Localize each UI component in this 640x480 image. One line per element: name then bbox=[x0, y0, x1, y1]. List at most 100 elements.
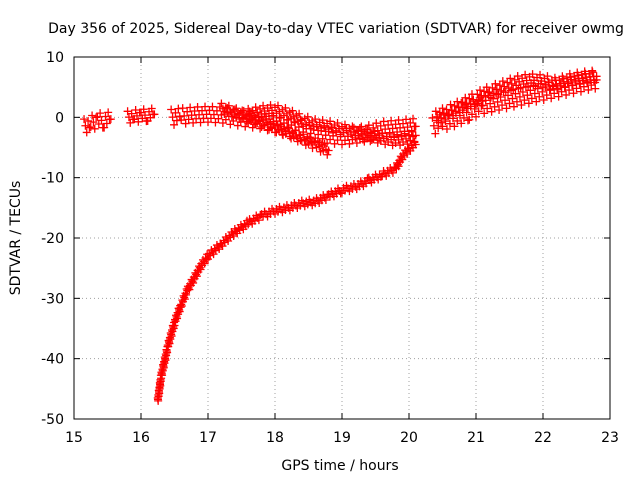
data-point-marker bbox=[497, 86, 506, 95]
data-point-marker bbox=[518, 87, 527, 96]
data-point-marker bbox=[528, 70, 537, 79]
data-point-marker bbox=[411, 122, 420, 131]
data-point-marker bbox=[558, 72, 567, 81]
data-point-marker bbox=[449, 111, 458, 120]
data-point-marker bbox=[474, 95, 483, 104]
data-point-marker bbox=[407, 127, 416, 136]
data-point-marker bbox=[90, 124, 99, 133]
data-point-marker bbox=[384, 120, 393, 129]
y-tick-label: 0 bbox=[55, 110, 64, 126]
tick-layer: 15 16 17 18 19 20 21 22 23 10 0 -10 -20 -30 -40 -50 bbox=[41, 50, 619, 446]
data-point-marker bbox=[527, 94, 536, 103]
data-point-marker bbox=[97, 116, 106, 125]
data-point-marker bbox=[167, 105, 176, 114]
data-point-marker bbox=[584, 85, 593, 94]
data-point-marker bbox=[387, 116, 396, 125]
data-point-marker bbox=[185, 285, 194, 294]
data-point-marker bbox=[102, 119, 111, 128]
data-point-marker bbox=[84, 116, 93, 125]
data-point-marker bbox=[513, 72, 522, 81]
data-point-marker bbox=[509, 85, 518, 94]
data-point-marker bbox=[232, 104, 241, 113]
data-point-marker bbox=[409, 114, 418, 123]
data-point-marker bbox=[393, 130, 402, 139]
data-point-marker bbox=[435, 108, 444, 117]
data-point-marker bbox=[462, 99, 471, 108]
data-point-marker bbox=[481, 92, 490, 101]
data-point-marker bbox=[411, 131, 420, 140]
data-point-marker bbox=[181, 119, 190, 128]
x-tick-label: 23 bbox=[601, 430, 619, 446]
data-point-marker bbox=[345, 139, 354, 148]
data-point-marker bbox=[509, 102, 518, 111]
x-tick-label: 21 bbox=[467, 430, 485, 446]
data-point-marker bbox=[378, 129, 387, 138]
data-point-marker bbox=[433, 112, 442, 121]
y-tick-label: -10 bbox=[41, 171, 64, 187]
data-point-marker bbox=[557, 87, 566, 96]
data-point-marker bbox=[488, 83, 497, 92]
data-point-marker bbox=[398, 155, 407, 164]
data-point-marker bbox=[192, 272, 201, 281]
data-point-marker bbox=[131, 105, 140, 114]
data-point-marker bbox=[512, 97, 521, 106]
data-point-marker bbox=[538, 87, 547, 96]
data-point-marker bbox=[177, 116, 186, 125]
data-point-marker bbox=[402, 115, 411, 124]
x-tick-label: 15 bbox=[65, 430, 83, 446]
x-tick-label: 22 bbox=[534, 430, 552, 446]
data-point-marker bbox=[542, 91, 551, 100]
data-point-marker bbox=[592, 72, 601, 81]
x-tick-label: 19 bbox=[333, 430, 351, 446]
data-point-marker bbox=[462, 108, 471, 117]
data-point-marker bbox=[276, 120, 285, 129]
data-point-marker bbox=[180, 111, 189, 120]
data-point-marker bbox=[428, 113, 437, 122]
data-point-marker bbox=[483, 104, 492, 113]
data-point-marker bbox=[447, 106, 456, 115]
data-point-marker bbox=[100, 123, 109, 132]
data-point-marker bbox=[550, 89, 559, 98]
data-point-marker bbox=[340, 120, 349, 129]
data-point-marker bbox=[498, 101, 507, 110]
data-point-marker bbox=[438, 122, 447, 131]
data-point-marker bbox=[196, 118, 205, 127]
data-point-marker bbox=[503, 78, 512, 87]
data-point-marker bbox=[472, 100, 480, 109]
data-point-marker bbox=[202, 255, 211, 264]
data-point-marker bbox=[391, 120, 400, 129]
data-point-marker bbox=[500, 82, 509, 91]
data-point-marker bbox=[562, 90, 571, 99]
data-point-marker bbox=[441, 115, 450, 124]
data-point-marker bbox=[467, 110, 476, 119]
data-point-marker bbox=[150, 110, 159, 119]
data-point-marker bbox=[399, 119, 408, 128]
data-point-marker bbox=[86, 122, 95, 131]
data-point-marker bbox=[89, 118, 98, 127]
data-point-marker bbox=[139, 105, 148, 114]
data-point-marker bbox=[313, 136, 322, 145]
data-point-marker bbox=[106, 115, 115, 124]
data-point-marker bbox=[184, 115, 193, 124]
data-point-marker bbox=[431, 129, 440, 138]
data-point-marker bbox=[493, 97, 502, 106]
data-point-marker bbox=[442, 124, 451, 133]
data-point-marker bbox=[502, 104, 511, 113]
data-point-marker bbox=[127, 109, 136, 118]
data-point-marker bbox=[495, 106, 504, 115]
data-point-marker bbox=[195, 110, 204, 119]
data-point-marker bbox=[437, 113, 446, 122]
data-point-marker bbox=[281, 129, 290, 138]
data-point-marker bbox=[490, 102, 499, 111]
data-point-marker bbox=[400, 129, 409, 138]
data-point-marker bbox=[431, 107, 440, 116]
data-point-marker bbox=[535, 92, 544, 101]
data-point-marker bbox=[515, 92, 524, 101]
data-point-marker bbox=[284, 123, 293, 132]
data-point-marker bbox=[511, 89, 520, 98]
y-tick-label: -50 bbox=[41, 412, 64, 428]
data-point-marker bbox=[478, 97, 487, 106]
data-point-marker bbox=[318, 116, 327, 125]
y-axis-label: SDTVAR / TECUs bbox=[8, 181, 24, 296]
